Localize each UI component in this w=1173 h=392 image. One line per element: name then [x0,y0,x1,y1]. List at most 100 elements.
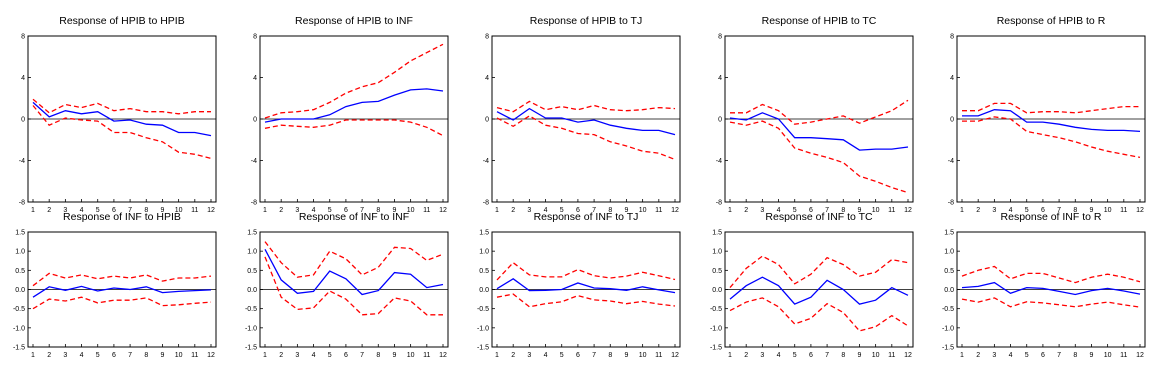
confidence-band-line [32,105,212,160]
x-tick-label: 10 [639,207,647,214]
y-tick-label: -0.5 [942,306,954,313]
x-tick-label: 2 [279,352,283,359]
response-line [264,88,444,123]
y-tick-label: -4 [716,158,722,165]
y-tick-label: -1.0 [942,325,954,332]
confidence-band-line [962,116,1141,159]
y-tick-label: 0.0 [944,287,954,294]
x-tick-label: 5 [328,352,332,359]
x-tick-label: 11 [655,207,662,214]
response-line [496,107,676,136]
x-tick-label: 12 [207,352,215,359]
x-tick-label: 5 [560,352,564,359]
x-tick-label: 3 [295,207,299,214]
x-tick-label: 3 [760,352,764,359]
x-tick-label: 9 [161,352,165,359]
x-tick-label: 12 [1136,207,1144,214]
confidence-band-line [961,265,1141,284]
x-tick-label: 2 [47,207,51,214]
x-tick-label: 9 [625,207,629,214]
x-tick-label: 6 [344,352,348,359]
y-tick-label: 0.5 [479,268,489,275]
confidence-band-line [962,102,1140,114]
x-tick-label: 4 [80,207,84,214]
response-line [32,285,212,298]
x-tick-label: 10 [872,207,880,214]
confidence-band-line [496,115,676,161]
response-line [961,281,1141,296]
panel-title: Response of INF to TJ [534,211,639,223]
y-tick-label: 0 [21,117,25,124]
x-tick-label: 11 [1120,207,1127,214]
y-tick-label: -0.5 [13,306,25,313]
x-tick-label: 3 [760,207,764,214]
y-tick-label: 0.5 [247,268,257,275]
y-tick-label: 1.0 [712,249,722,256]
confidence-band-line [264,43,444,119]
x-tick-label: 7 [825,352,829,359]
x-tick-label: 1 [728,352,732,359]
y-tick-label: 4 [253,75,257,82]
x-tick-label: 4 [777,352,781,359]
x-tick-label: 3 [527,207,531,214]
x-tick-label: 4 [312,352,316,359]
x-tick-label: 7 [1057,207,1061,214]
y-tick-label: 0.0 [479,287,489,294]
x-tick-label: 9 [625,352,629,359]
x-tick-label: 2 [279,207,283,214]
x-tick-label: 11 [423,207,430,214]
x-tick-label: 1 [263,207,267,214]
y-tick-label: 4 [21,75,25,82]
x-tick-label: 10 [1104,352,1112,359]
y-tick-label: 1.0 [247,249,257,256]
x-tick-label: 1 [31,207,35,214]
response-line [32,101,212,137]
x-tick-label: 10 [639,352,647,359]
response-line [729,112,909,151]
x-tick-label: 8 [1073,207,1077,214]
y-tick-label: 0.5 [944,268,954,275]
x-tick-label: 6 [809,352,813,359]
x-tick-label: 2 [976,207,980,214]
x-tick-label: 12 [439,207,447,214]
panel-title: Response of HPIB to INF [295,15,413,27]
x-tick-label: 8 [144,207,148,214]
x-tick-label: 12 [439,352,447,359]
x-tick-label: 2 [744,352,748,359]
x-tick-label: 9 [393,207,397,214]
y-tick-label: 8 [718,34,722,41]
y-tick-label: -1.0 [245,325,257,332]
response-line [962,109,1141,133]
y-tick-label: 8 [253,34,257,41]
x-tick-label: 11 [655,352,662,359]
x-tick-label: 5 [96,207,100,214]
y-tick-label: -4 [483,158,489,165]
x-tick-label: 3 [992,352,996,359]
x-tick-label: 11 [888,207,895,214]
x-tick-label: 8 [144,352,148,359]
x-tick-label: 7 [592,207,596,214]
y-tick-label: 0.0 [247,287,257,294]
x-tick-label: 8 [376,207,380,214]
x-tick-label: 12 [904,207,912,214]
y-tick-label: -1.0 [13,325,25,332]
irf-panel: Response of INF to HPIB 1.5 1.0 0.5 0.0 -0.5 -… [13,211,217,359]
y-tick-label: -4 [19,158,25,165]
y-tick-label: -1.5 [477,345,489,352]
y-tick-label: -1.5 [245,345,257,352]
x-tick-label: 12 [207,207,215,214]
x-tick-label: 4 [80,352,84,359]
x-tick-label: 5 [793,207,797,214]
y-tick-label: 8 [950,34,954,41]
x-tick-label: 11 [191,207,198,214]
x-tick-label: 9 [858,352,862,359]
x-tick-label: 8 [1073,352,1077,359]
panel-title: Response of INF to TC [765,211,873,223]
y-tick-label: 1.5 [712,230,722,237]
response-line [496,278,676,294]
x-tick-label: 10 [175,207,183,214]
